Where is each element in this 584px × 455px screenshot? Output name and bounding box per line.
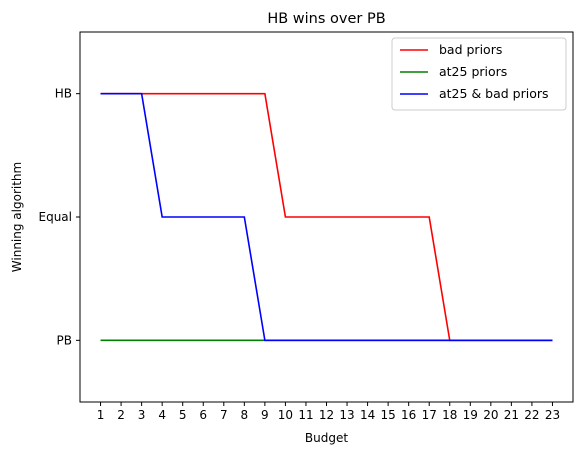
x-axis: 1 2 3 4 5 6 7 8 9 10 11 12 13 14 15 16 17 18 19 20 21 22 23 (97, 402, 560, 422)
series-layer (100, 92, 553, 342)
y-tick-label: HB (55, 87, 72, 101)
x-tick-label: 7 (220, 408, 228, 422)
x-tick-label: 17 (422, 408, 437, 422)
x-tick-label: 8 (241, 408, 249, 422)
x-tick-label: 16 (401, 408, 416, 422)
legend-entry-label: at25 & bad priors (439, 86, 549, 101)
x-tick-label: 1 (97, 408, 105, 422)
x-tick-label: 9 (261, 408, 269, 422)
x-tick-label: 12 (319, 408, 334, 422)
x-tick-label: 21 (504, 408, 519, 422)
legend-entry-label: bad priors (439, 42, 502, 57)
x-tick-label: 3 (138, 408, 146, 422)
x-tick-label: 11 (298, 408, 313, 422)
x-tick-label: 19 (463, 408, 478, 422)
x-tick-label: 5 (179, 408, 187, 422)
x-tick-label: 2 (117, 408, 125, 422)
x-tick-label: 13 (339, 408, 354, 422)
legend-box (391, 37, 567, 111)
x-tick-label: 18 (442, 408, 457, 422)
y-tick-label: PB (57, 333, 72, 347)
x-tick-label: 6 (199, 408, 207, 422)
y-tick-label: Equal (39, 210, 73, 224)
y-axis: PB Equal HB (39, 87, 80, 347)
chart-title: HB wins over PB (267, 11, 385, 27)
series-line-3 (100, 92, 553, 342)
x-tick-label: 20 (483, 408, 498, 422)
y-axis-label: Winning algorithm (10, 162, 24, 272)
x-tick-label: 10 (278, 408, 293, 422)
x-tick-label: 23 (545, 408, 560, 422)
x-tick-label: 15 (380, 408, 395, 422)
x-tick-label: 4 (158, 408, 166, 422)
x-tick-label: 14 (360, 408, 375, 422)
x-tick-label: 22 (524, 408, 539, 422)
x-axis-label: Budget (305, 431, 348, 445)
legend-entry-label: at25 priors (439, 64, 507, 79)
legend: bad priors at25 priors at25 & bad priors (391, 37, 567, 111)
